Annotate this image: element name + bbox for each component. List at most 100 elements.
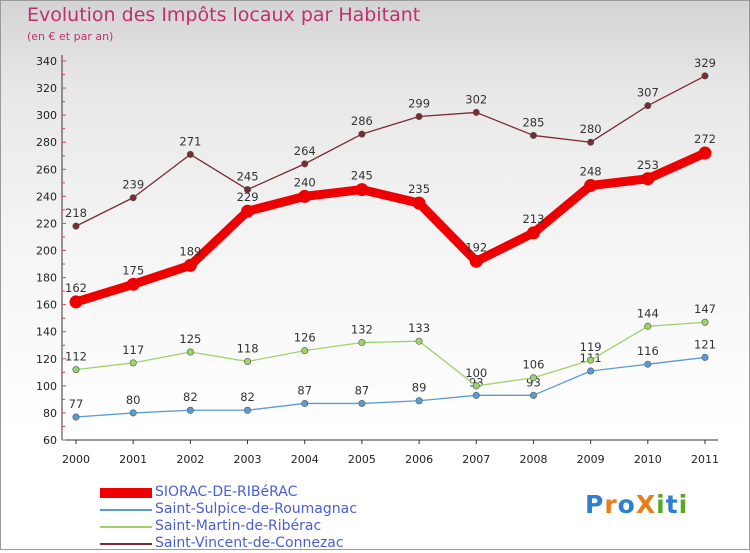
data-label: 112 xyxy=(65,350,87,364)
legend-label: Saint-Vincent-de-Connezac xyxy=(155,535,344,551)
data-label: 175 xyxy=(122,263,144,277)
data-label: 307 xyxy=(637,86,659,100)
x-tick-label: 2000 xyxy=(62,453,90,466)
series-line-0 xyxy=(71,148,710,307)
y-tick-label: 180 xyxy=(36,272,57,285)
data-point xyxy=(72,366,80,374)
legend-swatch xyxy=(100,488,152,498)
data-label: 119 xyxy=(580,340,602,354)
data-point xyxy=(412,196,426,210)
data-label: 121 xyxy=(694,337,716,351)
data-point xyxy=(529,131,537,139)
data-point xyxy=(587,367,595,375)
data-label: 126 xyxy=(294,331,316,345)
data-point xyxy=(358,399,366,407)
x-tick-label: 2003 xyxy=(234,453,262,466)
data-point xyxy=(472,108,480,116)
data-label: 100 xyxy=(465,366,487,380)
legend-label: Saint-Martin-de-Ribérac xyxy=(155,518,322,534)
logo-letter: i xyxy=(678,490,689,519)
y-tick-label: 100 xyxy=(36,380,57,393)
data-label: 82 xyxy=(240,390,255,404)
data-label: 82 xyxy=(183,390,198,404)
data-point xyxy=(69,295,83,309)
legend-swatch xyxy=(100,526,152,528)
data-point xyxy=(244,406,252,414)
data-label: 229 xyxy=(237,190,259,204)
y-tick-label: 80 xyxy=(43,407,57,420)
data-label: 280 xyxy=(580,122,602,136)
data-point xyxy=(355,183,369,197)
data-label: 147 xyxy=(694,302,716,316)
data-label: 271 xyxy=(179,134,201,148)
data-label: 144 xyxy=(637,306,659,320)
data-point xyxy=(526,226,540,240)
data-point xyxy=(701,318,709,326)
x-tick-label: 2005 xyxy=(348,453,376,466)
data-point xyxy=(529,391,537,399)
logo-letter: t xyxy=(665,490,679,519)
data-label: 245 xyxy=(237,170,259,184)
data-label: 239 xyxy=(122,178,144,192)
data-label: 80 xyxy=(126,393,141,407)
legend-swatch xyxy=(100,543,152,545)
data-label: 87 xyxy=(297,383,312,397)
data-point xyxy=(698,146,712,160)
data-label: 272 xyxy=(694,132,716,146)
data-label: 132 xyxy=(351,323,373,337)
logo-letter: P xyxy=(585,490,605,519)
logo-letter: o xyxy=(617,490,636,519)
x-tick-label: 2011 xyxy=(691,453,719,466)
data-label: 116 xyxy=(637,344,659,358)
data-point xyxy=(301,347,309,355)
data-point xyxy=(126,277,140,291)
data-label: 264 xyxy=(294,144,316,158)
x-tick-label: 2008 xyxy=(519,453,547,466)
data-point xyxy=(415,397,423,405)
data-point xyxy=(587,138,595,146)
chart-title: Evolution des Impôts locaux par Habitant xyxy=(27,4,421,26)
series-line-3 xyxy=(75,75,706,227)
data-point xyxy=(584,179,598,193)
data-point xyxy=(72,413,80,421)
data-label: 302 xyxy=(465,92,487,106)
data-point xyxy=(644,322,652,330)
data-point xyxy=(301,399,309,407)
data-point xyxy=(298,189,312,203)
data-point xyxy=(641,172,655,186)
data-label: 253 xyxy=(637,158,659,172)
data-label: 329 xyxy=(694,56,716,70)
data-point xyxy=(701,72,709,80)
y-tick-label: 200 xyxy=(36,245,57,258)
data-label: 125 xyxy=(179,332,201,346)
logo-letter: i xyxy=(656,490,666,519)
x-tick-label: 2002 xyxy=(176,453,204,466)
y-tick-label: 60 xyxy=(43,434,57,447)
data-label: 89 xyxy=(412,381,427,395)
series-line-1 xyxy=(75,356,706,418)
data-point xyxy=(529,374,537,382)
data-point xyxy=(244,357,252,365)
data-point xyxy=(358,130,366,138)
x-tick-label: 2010 xyxy=(634,453,662,466)
y-tick-label: 220 xyxy=(36,217,57,230)
chart-subtitle: (en € et par an) xyxy=(27,30,114,43)
data-label: 87 xyxy=(355,383,370,397)
data-label: 118 xyxy=(237,341,259,355)
series-line-2 xyxy=(75,321,706,387)
data-label: 213 xyxy=(522,212,544,226)
data-point xyxy=(472,391,480,399)
proxiti-logo: ProXiti xyxy=(585,490,688,519)
x-tick-label: 2007 xyxy=(462,453,490,466)
data-point xyxy=(186,406,194,414)
y-tick-label: 120 xyxy=(36,353,57,366)
data-label: 245 xyxy=(351,169,373,183)
y-tick-label: 340 xyxy=(36,55,57,68)
y-tick-label: 300 xyxy=(36,109,57,122)
data-label: 235 xyxy=(408,182,430,196)
data-label: 162 xyxy=(65,281,87,295)
x-tick-label: 2006 xyxy=(405,453,433,466)
y-tick-label: 320 xyxy=(36,82,57,95)
data-point xyxy=(701,353,709,361)
